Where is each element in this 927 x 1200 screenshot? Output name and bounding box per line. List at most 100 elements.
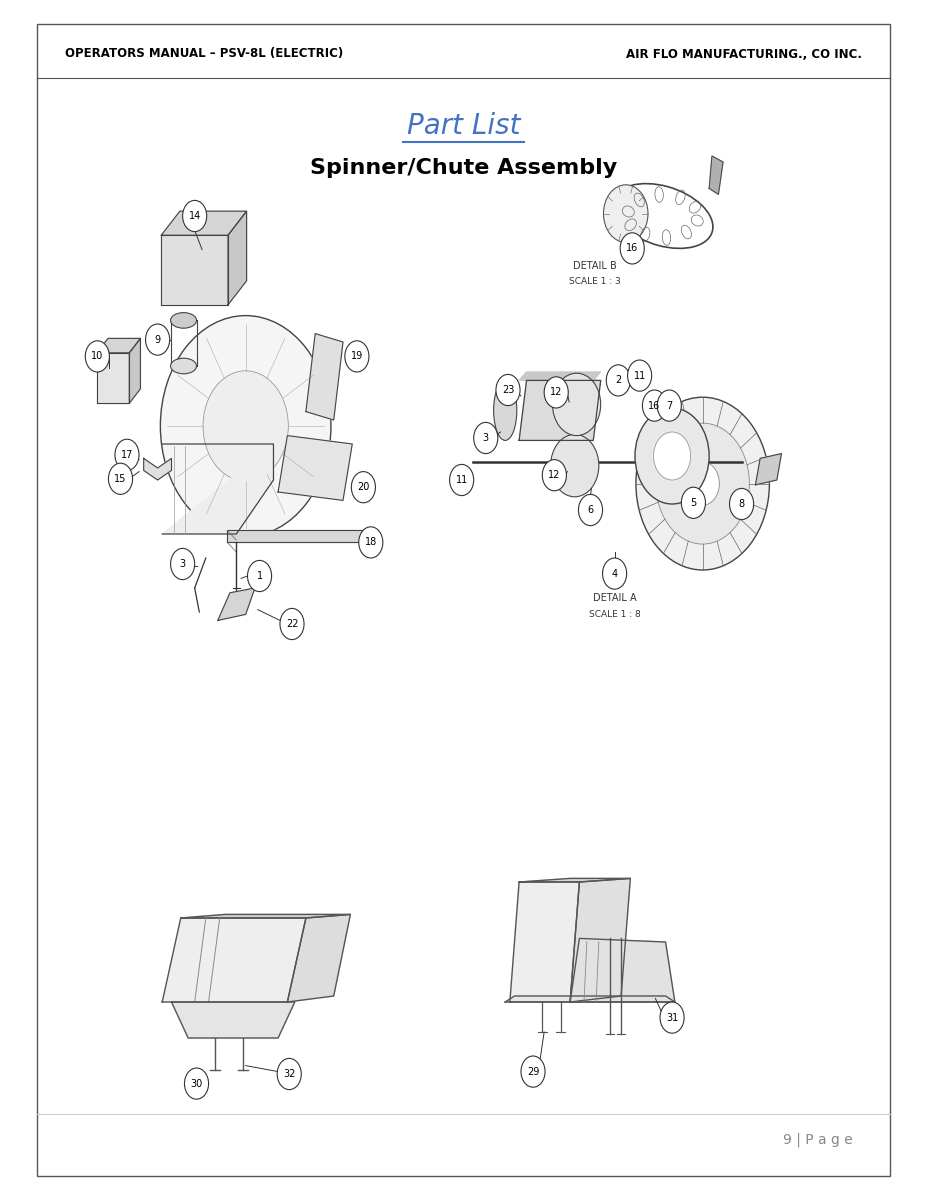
Circle shape — [654, 432, 691, 480]
Circle shape — [203, 371, 288, 481]
Circle shape — [620, 233, 644, 264]
Polygon shape — [227, 530, 366, 542]
Circle shape — [681, 487, 705, 518]
Polygon shape — [570, 878, 630, 1002]
Text: 3: 3 — [483, 433, 489, 443]
Text: Spinner/Chute Assembly: Spinner/Chute Assembly — [310, 158, 617, 178]
Circle shape — [345, 341, 369, 372]
Text: 30: 30 — [190, 1079, 203, 1088]
Text: 2: 2 — [616, 376, 621, 385]
Polygon shape — [97, 353, 130, 403]
Circle shape — [248, 560, 272, 592]
Text: 4: 4 — [612, 569, 617, 578]
Circle shape — [184, 1068, 209, 1099]
Circle shape — [542, 460, 566, 491]
Text: 16: 16 — [626, 244, 639, 253]
Ellipse shape — [171, 312, 197, 328]
Circle shape — [474, 422, 498, 454]
Polygon shape — [519, 380, 601, 440]
Text: Part List: Part List — [407, 112, 520, 140]
Circle shape — [628, 360, 652, 391]
Polygon shape — [144, 458, 171, 480]
Circle shape — [603, 558, 627, 589]
Circle shape — [636, 397, 769, 570]
Text: 19: 19 — [350, 352, 363, 361]
Polygon shape — [171, 1002, 295, 1038]
Text: 14: 14 — [188, 211, 201, 221]
Circle shape — [496, 374, 520, 406]
Text: 3: 3 — [180, 559, 185, 569]
Text: 12: 12 — [550, 388, 563, 397]
Circle shape — [603, 185, 648, 242]
Polygon shape — [519, 878, 630, 882]
Text: 23: 23 — [502, 385, 514, 395]
Circle shape — [730, 488, 754, 520]
Circle shape — [686, 462, 719, 505]
Polygon shape — [756, 454, 781, 485]
Circle shape — [171, 548, 195, 580]
Polygon shape — [162, 918, 306, 1002]
Circle shape — [606, 365, 630, 396]
Circle shape — [521, 1056, 545, 1087]
Text: AIR FLO MANUFACTURING., CO INC.: AIR FLO MANUFACTURING., CO INC. — [626, 48, 862, 60]
Ellipse shape — [171, 359, 197, 374]
Text: 10: 10 — [91, 352, 104, 361]
Circle shape — [578, 494, 603, 526]
Polygon shape — [510, 882, 579, 1002]
Text: 12: 12 — [548, 470, 561, 480]
Polygon shape — [161, 235, 228, 305]
Text: OPERATORS MANUAL – PSV-8L (ELECTRIC): OPERATORS MANUAL – PSV-8L (ELECTRIC) — [65, 48, 343, 60]
Polygon shape — [709, 156, 723, 194]
Polygon shape — [218, 588, 255, 620]
Text: 5: 5 — [691, 498, 696, 508]
Text: 17: 17 — [121, 450, 133, 460]
Circle shape — [183, 200, 207, 232]
Circle shape — [85, 341, 109, 372]
Circle shape — [656, 424, 749, 544]
Text: 20: 20 — [357, 482, 370, 492]
Polygon shape — [287, 914, 350, 1002]
Text: SCALE 1 : 3: SCALE 1 : 3 — [569, 277, 621, 287]
Polygon shape — [570, 938, 675, 1002]
Polygon shape — [278, 436, 352, 500]
Text: 31: 31 — [666, 1013, 679, 1022]
Polygon shape — [130, 338, 141, 403]
Circle shape — [277, 1058, 301, 1090]
Text: 11: 11 — [455, 475, 468, 485]
Text: 15: 15 — [114, 474, 127, 484]
Text: DETAIL A: DETAIL A — [592, 593, 637, 602]
Circle shape — [280, 608, 304, 640]
Circle shape — [551, 434, 599, 497]
Text: 29: 29 — [527, 1067, 540, 1076]
Text: 6: 6 — [588, 505, 593, 515]
Circle shape — [351, 472, 375, 503]
Text: 18: 18 — [364, 538, 377, 547]
Text: 8: 8 — [739, 499, 744, 509]
Text: SCALE 1 : 8: SCALE 1 : 8 — [589, 610, 641, 619]
Polygon shape — [228, 211, 247, 305]
Ellipse shape — [493, 380, 517, 440]
Text: 9: 9 — [155, 335, 160, 344]
Text: 7: 7 — [667, 401, 672, 410]
Text: 1: 1 — [257, 571, 262, 581]
Circle shape — [544, 377, 568, 408]
Circle shape — [108, 463, 133, 494]
Circle shape — [657, 390, 681, 421]
Circle shape — [660, 1002, 684, 1033]
Polygon shape — [97, 338, 141, 353]
Polygon shape — [162, 444, 273, 534]
Polygon shape — [161, 211, 247, 235]
Circle shape — [160, 316, 331, 536]
Text: 32: 32 — [283, 1069, 296, 1079]
Circle shape — [642, 390, 667, 421]
Polygon shape — [181, 914, 350, 918]
Circle shape — [359, 527, 383, 558]
Circle shape — [146, 324, 170, 355]
Text: 11: 11 — [633, 371, 646, 380]
Circle shape — [552, 373, 601, 436]
Circle shape — [635, 408, 709, 504]
Text: 22: 22 — [286, 619, 298, 629]
Polygon shape — [519, 372, 601, 380]
Text: 16: 16 — [648, 401, 661, 410]
Circle shape — [450, 464, 474, 496]
